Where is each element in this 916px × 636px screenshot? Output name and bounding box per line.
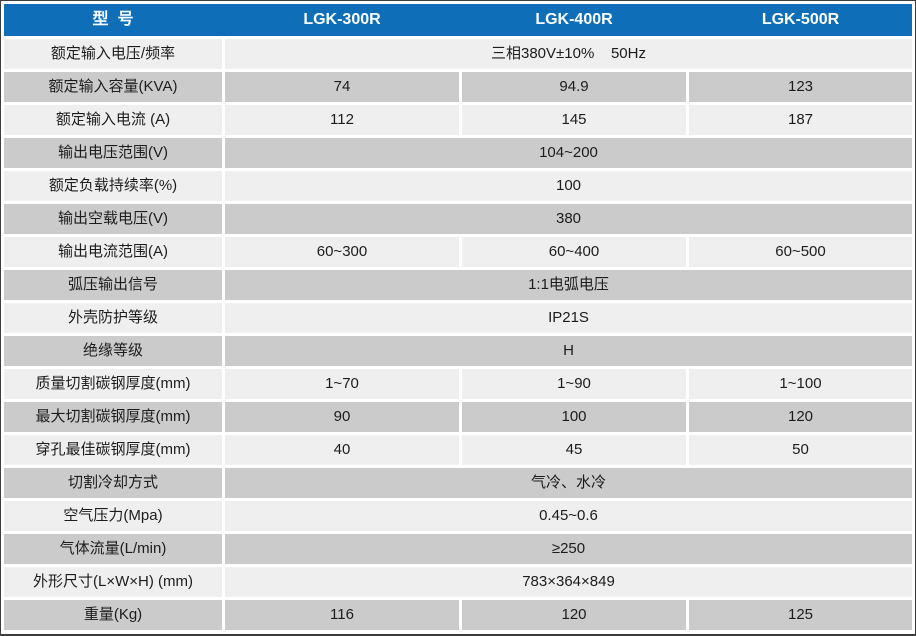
row-label: 输出空载电压(V): [4, 204, 222, 234]
row-label: 气体流量(L/min): [4, 534, 222, 564]
row-value: 116: [225, 600, 459, 630]
row-value-span: 三相380V±10% 50Hz: [225, 39, 912, 69]
table-row: 切割冷却方式 气冷、水冷: [4, 468, 912, 498]
table-row: 外形尺寸(L×W×H) (mm) 783×364×849: [4, 567, 912, 597]
table-row: 重量(Kg) 116 120 125: [4, 600, 912, 630]
row-label: 重量(Kg): [4, 600, 222, 630]
row-label: 额定负载持续率(%): [4, 171, 222, 201]
header-model-lgk-400r: LGK-400R: [535, 11, 613, 29]
spec-table-header: 型 号 LGK-300R LGK-400R LGK-500R: [4, 4, 912, 36]
table-row: 额定输入容量(KVA) 74 94.9 123: [4, 72, 912, 102]
header-model-lgk-300r: LGK-300R: [303, 11, 381, 29]
row-value: 60~400: [462, 237, 686, 267]
table-row: 额定输入电压/频率 三相380V±10% 50Hz: [4, 39, 912, 69]
table-row: 外壳防护等级 IP21S: [4, 303, 912, 333]
row-label: 绝缘等级: [4, 336, 222, 366]
row-value-span: H: [225, 336, 912, 366]
table-row: 绝缘等级 H: [4, 336, 912, 366]
row-value: 50: [689, 435, 912, 465]
row-value: 120: [462, 600, 686, 630]
table-row: 空气压力(Mpa) 0.45~0.6: [4, 501, 912, 531]
row-value: 125: [689, 600, 912, 630]
row-value: 120: [689, 402, 912, 432]
row-value: 74: [225, 72, 459, 102]
header-model-label: 型 号: [92, 11, 134, 29]
row-value-span: 1:1电弧电压: [225, 270, 912, 300]
row-label: 最大切割碳钢厚度(mm): [4, 402, 222, 432]
table-row: 输出空载电压(V) 380: [4, 204, 912, 234]
row-value: 90: [225, 402, 459, 432]
row-value: 1~100: [689, 369, 912, 399]
table-row: 气体流量(L/min) ≥250: [4, 534, 912, 564]
row-value: 187: [689, 105, 912, 135]
row-label: 弧压输出信号: [4, 270, 222, 300]
row-label: 额定输入容量(KVA): [4, 72, 222, 102]
row-label: 空气压力(Mpa): [4, 501, 222, 531]
row-value-span: 100: [225, 171, 912, 201]
row-value: 123: [689, 72, 912, 102]
row-value-span: IP21S: [225, 303, 912, 333]
row-value-span: 104~200: [225, 138, 912, 168]
table-row: 输出电流范围(A) 60~300 60~400 60~500: [4, 237, 912, 267]
row-label: 输出电压范围(V): [4, 138, 222, 168]
table-row: 额定负载持续率(%) 100: [4, 171, 912, 201]
row-value: 145: [462, 105, 686, 135]
row-label: 外壳防护等级: [4, 303, 222, 333]
row-label: 穿孔最佳碳钢厚度(mm): [4, 435, 222, 465]
row-value-span: 0.45~0.6: [225, 501, 912, 531]
row-value-span: 380: [225, 204, 912, 234]
table-row: 最大切割碳钢厚度(mm) 90 100 120: [4, 402, 912, 432]
row-value: 60~500: [689, 237, 912, 267]
row-label: 切割冷却方式: [4, 468, 222, 498]
table-row: 弧压输出信号 1:1电弧电压: [4, 270, 912, 300]
row-value: 1~90: [462, 369, 686, 399]
row-value-span: 气冷、水冷: [225, 468, 912, 498]
row-value: 45: [462, 435, 686, 465]
row-value: 1~70: [225, 369, 459, 399]
row-label: 额定输入电压/频率: [4, 39, 222, 69]
row-value: 60~300: [225, 237, 459, 267]
table-row: 输出电压范围(V) 104~200: [4, 138, 912, 168]
row-label: 输出电流范围(A): [4, 237, 222, 267]
table-row: 质量切割碳钢厚度(mm) 1~70 1~90 1~100: [4, 369, 912, 399]
row-value: 94.9: [462, 72, 686, 102]
row-value: 112: [225, 105, 459, 135]
row-label: 外形尺寸(L×W×H) (mm): [4, 567, 222, 597]
row-value-span: 783×364×849: [225, 567, 912, 597]
header-model-lgk-500r: LGK-500R: [761, 11, 840, 29]
row-value-span: ≥250: [225, 534, 912, 564]
row-value: 40: [225, 435, 459, 465]
table-row: 额定输入电流 (A) 112 145 187: [4, 105, 912, 135]
row-value: 100: [462, 402, 686, 432]
row-label: 额定输入电流 (A): [4, 105, 222, 135]
table-row: 穿孔最佳碳钢厚度(mm) 40 45 50: [4, 435, 912, 465]
row-label: 质量切割碳钢厚度(mm): [4, 369, 222, 399]
